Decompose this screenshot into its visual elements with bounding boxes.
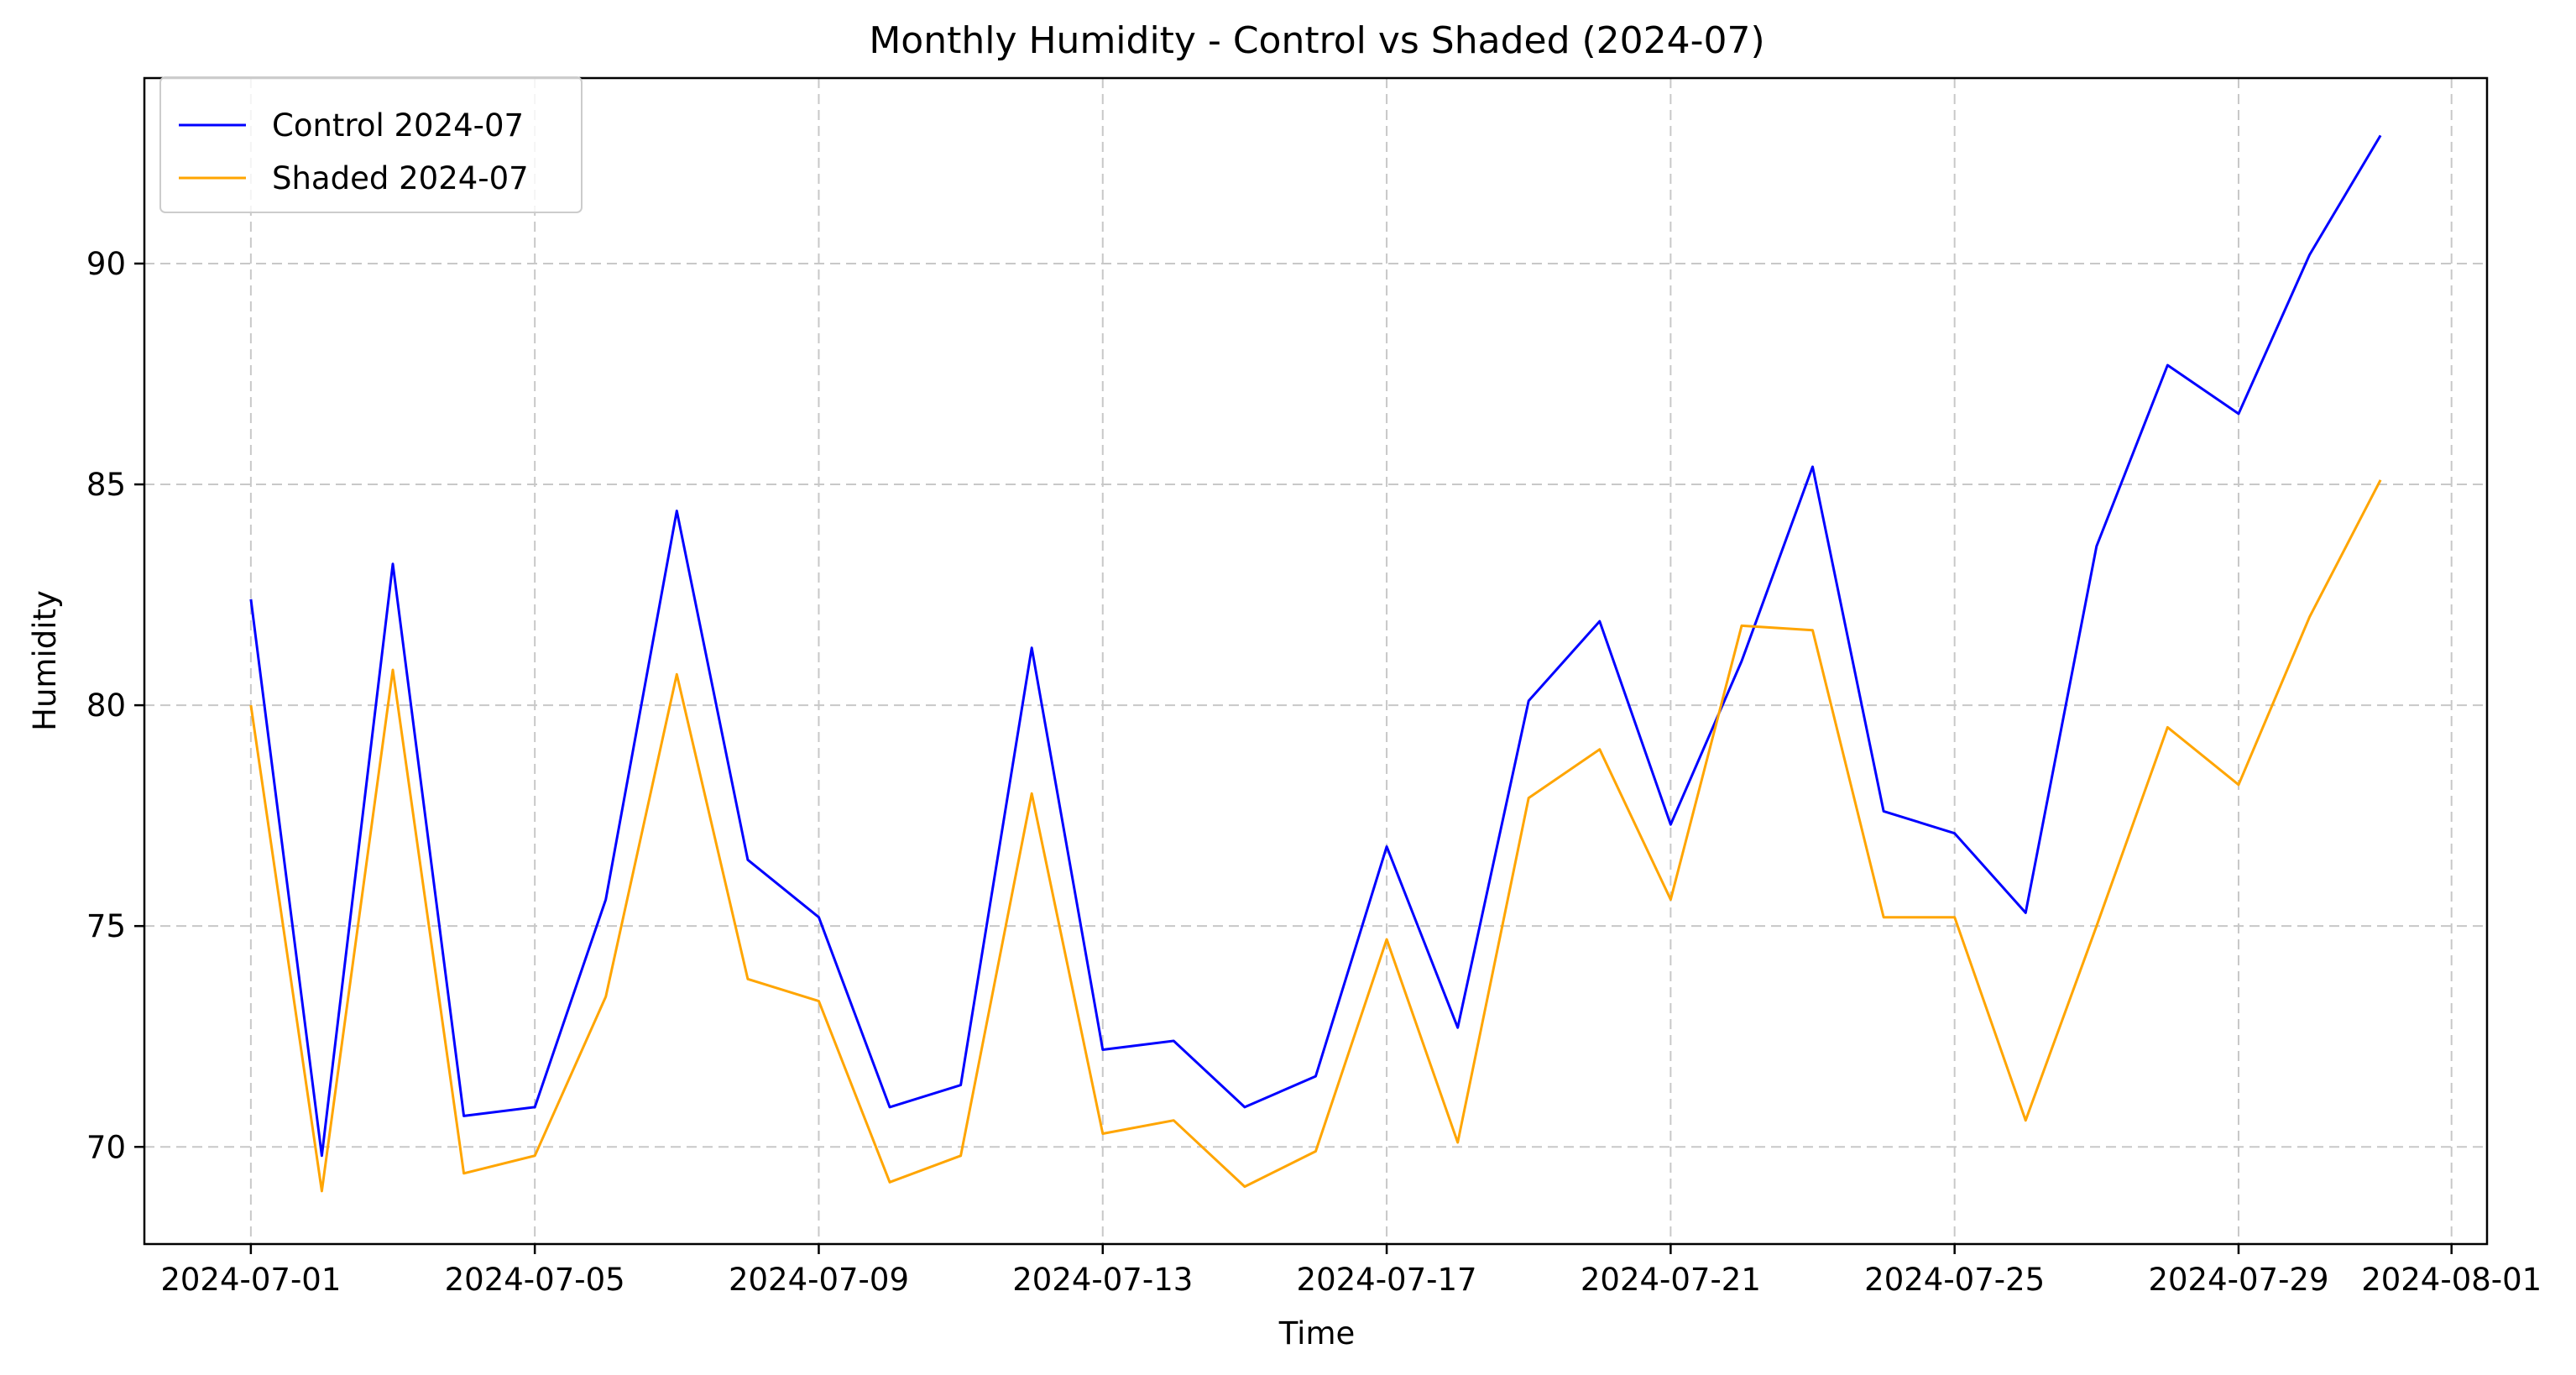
y-tick-label: 80 bbox=[86, 688, 126, 724]
y-axis-label: Humidity bbox=[27, 590, 63, 731]
x-tick-label: 2024-07-05 bbox=[445, 1262, 625, 1298]
x-tick-label: 2024-07-09 bbox=[729, 1262, 909, 1298]
plot-frame bbox=[143, 76, 2489, 1246]
gridlines bbox=[144, 78, 2487, 1244]
y-axis-ticks: 70 75 80 85 90 bbox=[86, 246, 144, 1165]
x-tick-label: 2024-07-01 bbox=[160, 1262, 341, 1298]
y-tick-label: 75 bbox=[86, 908, 126, 944]
x-axis-label: Time bbox=[1278, 1315, 1356, 1351]
x-axis-ticks: 2024-07-01 2024-07-05 2024-07-09 2024-07-13… bbox=[160, 1244, 2542, 1298]
legend: Control 2024-07 Shaded 2024-07 bbox=[159, 76, 583, 213]
x-tick-label: 2024-07-25 bbox=[1864, 1262, 2045, 1298]
x-tick-label: 2024-07-17 bbox=[1297, 1262, 1477, 1298]
legend-label-shaded: Shaded 2024-07 bbox=[272, 160, 529, 196]
chart-title: Monthly Humidity - Control vs Shaded (20… bbox=[869, 19, 1764, 62]
y-tick-label: 90 bbox=[86, 246, 126, 282]
y-tick-label: 85 bbox=[86, 467, 126, 503]
x-tick-label: 2024-07-29 bbox=[2148, 1262, 2328, 1298]
legend-box bbox=[159, 76, 583, 213]
x-tick-label: 2024-07-21 bbox=[1581, 1262, 1761, 1298]
series-line-shaded bbox=[249, 479, 2382, 1193]
y-tick-label: 70 bbox=[86, 1129, 126, 1165]
legend-label-control: Control 2024-07 bbox=[272, 107, 524, 144]
series-line-control bbox=[249, 134, 2382, 1158]
x-tick-label: 2024-07-13 bbox=[1012, 1262, 1193, 1298]
x-tick-label: 2024-08-01 bbox=[2361, 1262, 2542, 1298]
series-lines bbox=[249, 134, 2382, 1193]
